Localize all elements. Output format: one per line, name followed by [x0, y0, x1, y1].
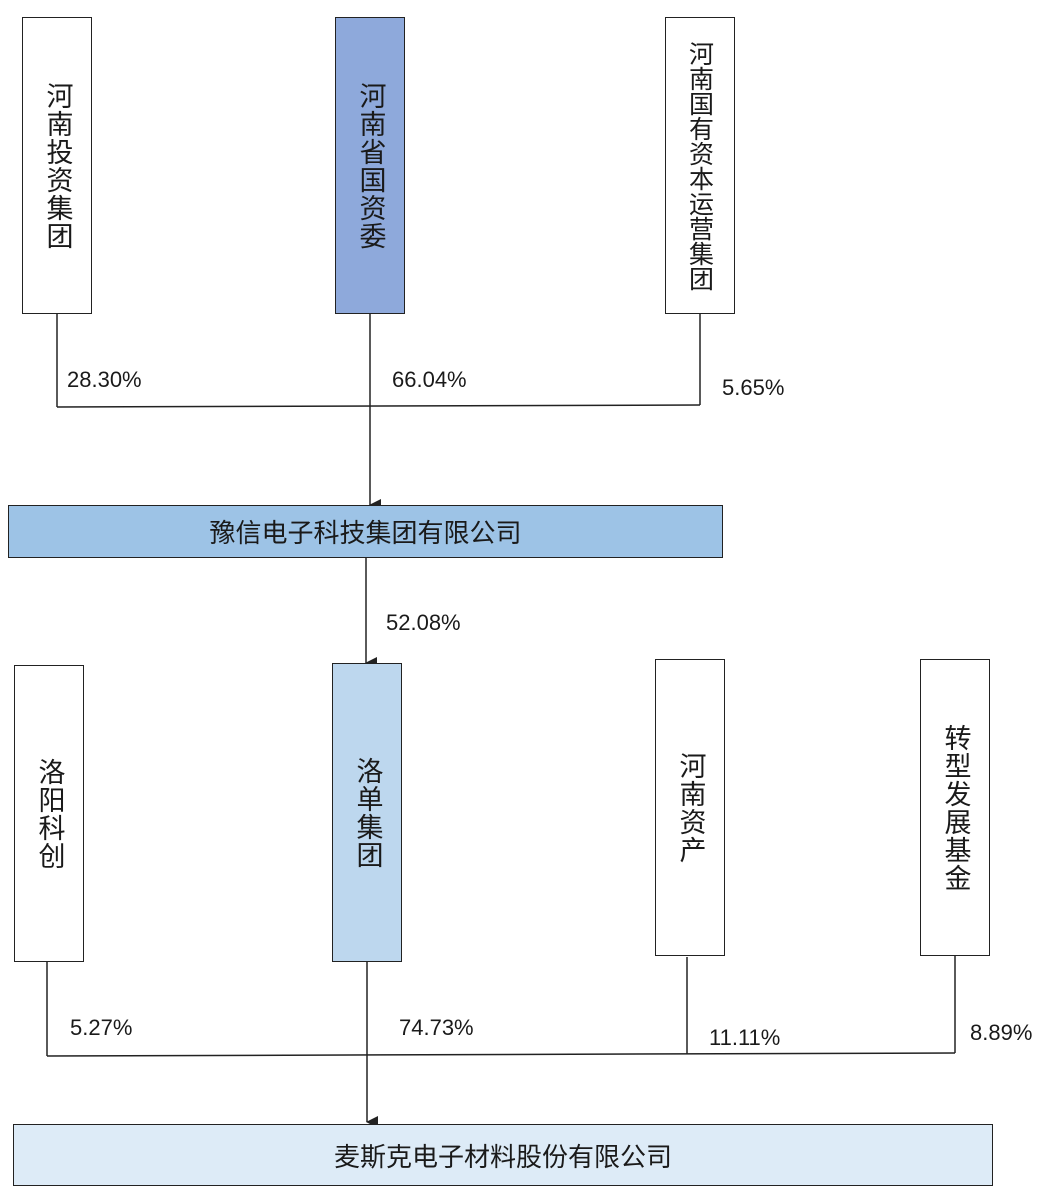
- shareholder-box-henan-investment: 河南投资集团: [22, 17, 92, 314]
- company-box-yuxin: 豫信电子科技集团有限公司: [8, 505, 723, 558]
- shareholder-name: 河南投资集团: [41, 81, 73, 250]
- percentage-label: 5.27%: [70, 1015, 133, 1040]
- shareholder-box-transformation-fund: 转型发展基金: [920, 659, 990, 956]
- company-name: 豫信电子科技集团有限公司: [209, 519, 522, 549]
- percentage-label: 11.11%: [709, 1025, 781, 1050]
- connector-bottom-bus: [46, 1052, 956, 1057]
- shareholder-box-luodan-group: 洛单集团: [332, 663, 402, 962]
- percentage-label: 8.89%: [970, 1020, 1033, 1045]
- company-box-maxwell: 麦斯克电子材料股份有限公司: [13, 1124, 993, 1186]
- shareholder-name: 河南资产: [674, 751, 706, 864]
- shareholder-name: 转型发展基金: [939, 723, 971, 892]
- shareholder-box-henan-state-capital: 河南国有资本运营集团: [665, 17, 735, 314]
- shareholder-name: 河南国有资本运营集团: [685, 40, 715, 291]
- percentage-label: 74.73%: [399, 1015, 474, 1040]
- percentage-label: 52.08%: [386, 610, 461, 635]
- percentage-label: 28.30%: [67, 367, 142, 392]
- company-name: 麦斯克电子材料股份有限公司: [333, 1143, 672, 1173]
- shareholder-name: 洛单集团: [351, 756, 383, 869]
- shareholder-box-henan-assets: 河南资产: [655, 659, 725, 956]
- shareholder-box-henan-sasac: 河南省国资委: [335, 17, 405, 314]
- connector-top-bus: [56, 404, 701, 408]
- shareholder-box-luoyang-kechuang: 洛阳科创: [14, 665, 84, 962]
- shareholder-name: 洛阳科创: [33, 757, 65, 870]
- percentage-label: 5.65%: [722, 375, 785, 400]
- percentage-label: 66.04%: [392, 367, 467, 392]
- shareholder-name: 河南省国资委: [354, 81, 386, 250]
